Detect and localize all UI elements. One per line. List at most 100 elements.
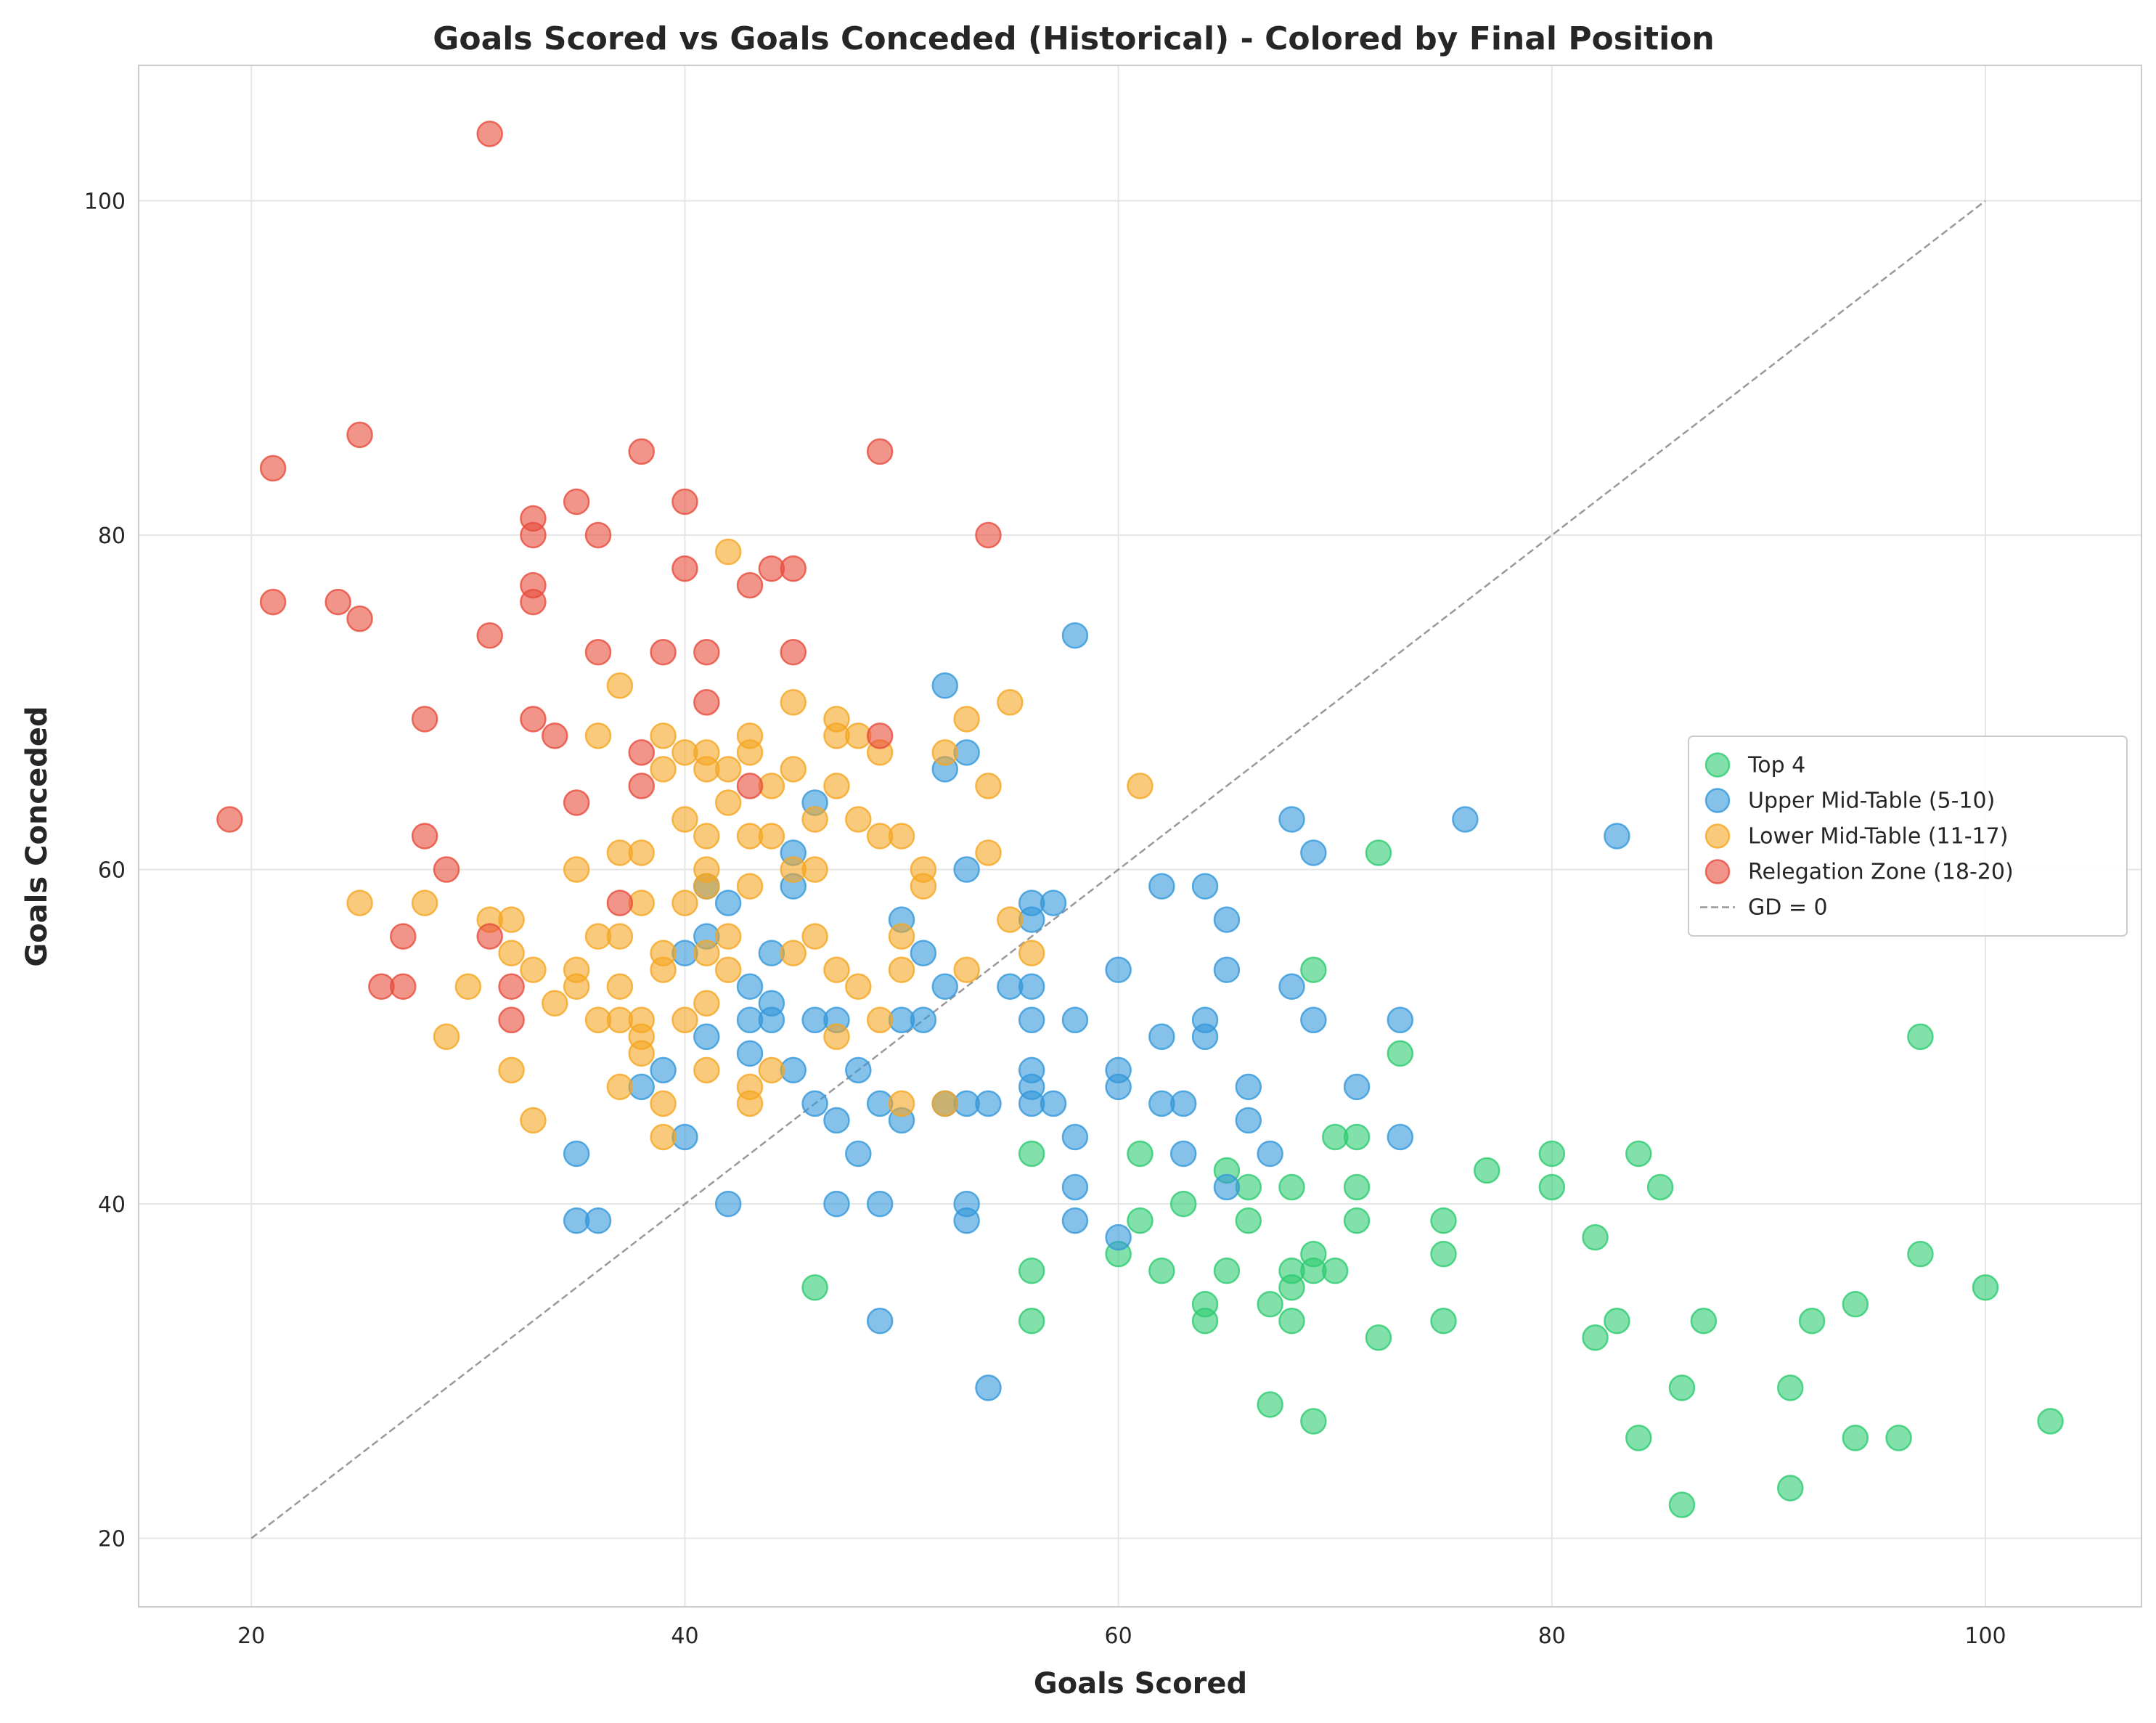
data-point [671, 488, 698, 516]
data-point [2037, 1408, 2064, 1435]
data-point [845, 1056, 872, 1084]
data-point [693, 823, 720, 850]
data-point [780, 689, 807, 716]
data-point [801, 856, 828, 883]
data-point [866, 1006, 894, 1034]
data-point [1213, 906, 1241, 933]
legend-marker [1704, 859, 1731, 884]
data-point [520, 588, 547, 616]
data-point [1061, 622, 1089, 649]
data-point [845, 806, 872, 833]
data-point [1169, 1140, 1197, 1168]
tick-labels: 20 40 60 80 100 20 40 60 80 100 [84, 190, 2006, 1649]
data-point [1582, 1223, 1609, 1251]
y-axis-label: Goals Conceded [20, 706, 54, 966]
data-point [606, 889, 634, 916]
data-point [1604, 823, 1630, 850]
data-point [1018, 1006, 1045, 1034]
data-point [823, 1107, 850, 1134]
data-point [780, 555, 807, 582]
data-point [584, 722, 612, 749]
data-point [650, 956, 677, 983]
data-point [1668, 1374, 1696, 1401]
data-point [411, 706, 438, 733]
data-point [498, 1006, 525, 1034]
data-point [650, 638, 677, 666]
data-point [1148, 873, 1175, 900]
data-point [1061, 1207, 1089, 1234]
data-point [1300, 839, 1327, 866]
data-point [823, 773, 850, 799]
data-point [433, 856, 460, 883]
data-point [1018, 973, 1045, 1000]
data-point [1430, 1308, 1457, 1335]
plot-frame [138, 65, 2142, 1608]
legend-marker [1704, 788, 1731, 813]
data-point [216, 806, 243, 833]
data-point [1387, 1040, 1414, 1067]
x-axis-label: Goals Scored [1034, 1667, 1247, 1700]
data-point [520, 521, 547, 549]
chart-title: Goals Scored vs Goals Conceded (Historic… [433, 20, 1714, 57]
data-point [693, 1056, 720, 1084]
data-point [953, 956, 980, 983]
data-point [1105, 1223, 1132, 1251]
legend-label: Upper Mid-Table (5-10) [1748, 789, 1995, 814]
data-point [1018, 1308, 1045, 1335]
data-point [1907, 1240, 1934, 1268]
data-point [693, 990, 720, 1017]
data-point [1257, 1140, 1283, 1168]
data-point [1278, 1274, 1305, 1301]
data-point [1061, 1006, 1089, 1034]
data-point [1061, 1173, 1089, 1201]
data-point [411, 823, 438, 850]
data-point [997, 906, 1024, 933]
legend: Top 4 Upper Mid-Table (5-10) Lower Mid-Tab… [1688, 736, 2128, 937]
data-point [1473, 1157, 1500, 1184]
series-2 [563, 622, 1630, 1401]
data-point [584, 521, 612, 549]
data-point [346, 421, 373, 449]
data-point [1235, 1207, 1262, 1234]
data-point [1452, 806, 1479, 833]
data-point [606, 1073, 634, 1101]
data-point [542, 990, 568, 1017]
data-point [1365, 1324, 1392, 1351]
data-point [1604, 1308, 1630, 1335]
data-point [1365, 839, 1392, 866]
data-point [866, 1308, 894, 1335]
data-point [866, 722, 894, 749]
data-point [714, 538, 742, 566]
data-point [476, 923, 503, 950]
data-point [563, 488, 590, 516]
data-point [1235, 1107, 1262, 1134]
data-point [1538, 1140, 1566, 1168]
data-point [1842, 1425, 1869, 1451]
data-point [1387, 1006, 1414, 1034]
data-point [1191, 873, 1219, 900]
data-point [1191, 1308, 1219, 1335]
y-tick-label: 100 [84, 190, 126, 215]
data-point [1235, 1073, 1262, 1101]
data-point [1582, 1324, 1609, 1351]
data-point [888, 956, 915, 983]
data-point [498, 1056, 525, 1084]
data-point [1646, 1173, 1674, 1201]
data-point [346, 605, 373, 632]
data-point [1213, 956, 1241, 983]
data-point [845, 1140, 872, 1168]
data-point [1842, 1290, 1869, 1318]
data-point [606, 923, 634, 950]
data-point [650, 722, 677, 749]
data-point [1127, 1140, 1153, 1168]
data-point [476, 622, 503, 649]
data-point [888, 923, 915, 950]
data-point [1343, 1207, 1371, 1234]
data-point [454, 973, 482, 1000]
data-point [1169, 1090, 1197, 1117]
data-point [975, 521, 1002, 549]
data-point [1387, 1123, 1414, 1151]
data-point [259, 455, 287, 482]
